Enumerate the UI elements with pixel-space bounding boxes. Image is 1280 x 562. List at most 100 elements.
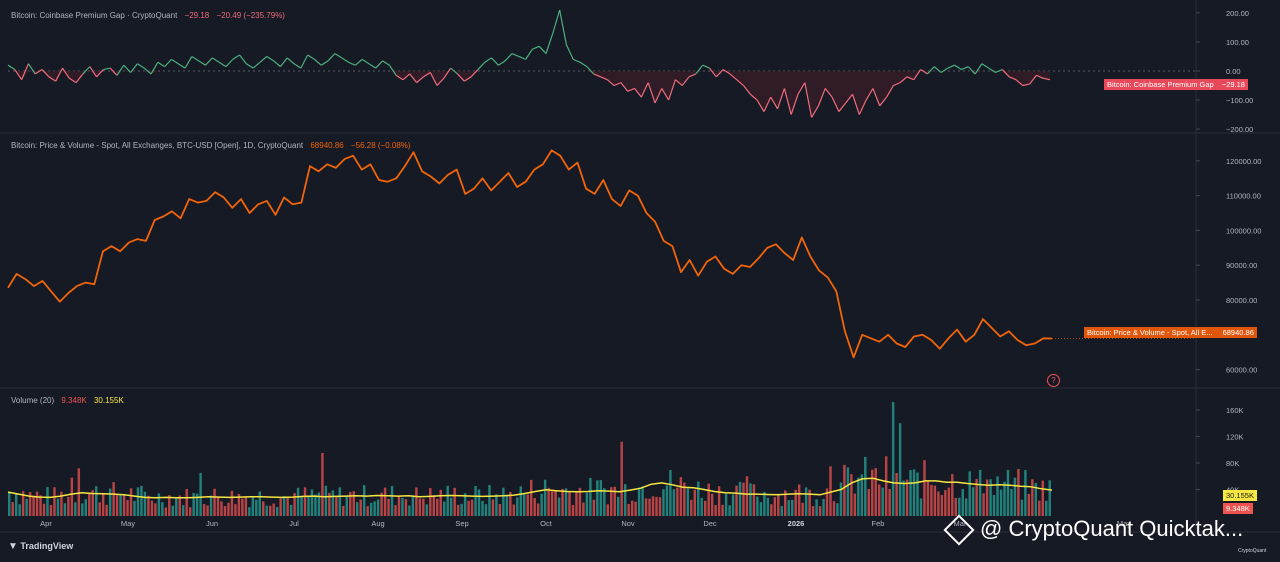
volume-bar (161, 502, 164, 516)
volume-bar (731, 494, 735, 516)
volume-bar (509, 492, 512, 516)
volume-bar (397, 496, 401, 516)
premium-gap-segment (1001, 69, 1010, 78)
price-legend: Bitcoin: Price & Volume - Spot, All Exch… (11, 141, 411, 150)
volume-bar (641, 486, 644, 516)
volume-bar (564, 488, 568, 516)
premium-gap-segment (225, 58, 234, 68)
premium-gap-segment (232, 54, 240, 60)
price-y-tick: 90000.00 (1226, 261, 1257, 270)
volume-bar (98, 502, 101, 516)
premium-gap-segment (988, 67, 996, 73)
volume-bar (188, 507, 192, 516)
premium-gap-segment (559, 9, 568, 45)
volume-bar (857, 477, 860, 516)
volume-bar (968, 471, 971, 516)
volume-bar (644, 498, 648, 516)
volume-bar (157, 493, 161, 516)
premium-gap-segment (947, 64, 955, 69)
premium-gap-y-tick: −200.00 (1226, 125, 1253, 134)
premium-gap-segment (709, 67, 717, 78)
premium-gap-segment (41, 69, 50, 78)
volume-bar (383, 487, 387, 516)
volume-bar (832, 501, 836, 516)
volume-bar (686, 488, 690, 516)
volume-bar (394, 505, 397, 516)
volume-bar (213, 488, 216, 516)
volume-bar (690, 499, 693, 516)
volume-bar (526, 494, 529, 516)
premium-gap-segment (920, 69, 928, 75)
volume-bar (700, 497, 703, 516)
volume-bar (42, 503, 46, 516)
price-legend-title: Bitcoin: Price & Volume - Spot, All Exch… (11, 141, 304, 150)
volume-bar (578, 487, 582, 516)
premium-gap-segment (613, 82, 622, 87)
volume-bar (999, 489, 1003, 516)
volume-bar (18, 504, 21, 516)
premium-gap-segment (681, 76, 690, 86)
volume-bar (356, 502, 359, 516)
volume-bar (582, 502, 585, 516)
volume-bar (818, 506, 822, 516)
premium-gap-segment (722, 69, 731, 75)
volume-bar (1013, 477, 1017, 516)
volume-bar (791, 499, 794, 516)
x-tick-label: Feb (872, 519, 885, 528)
premium-gap-segment (116, 64, 125, 76)
volume-bar (571, 505, 575, 516)
volume-bar (766, 497, 770, 516)
volume-bar (822, 499, 825, 516)
volume-bar (665, 485, 669, 516)
premium-gap-segment (906, 76, 915, 81)
volume-bar (390, 486, 394, 516)
premium-gap-segment (103, 67, 111, 71)
help-icon[interactable]: ? (1047, 374, 1060, 387)
volume-bar (759, 502, 763, 516)
premium-gap-segment (429, 72, 438, 86)
volume-bar (543, 479, 547, 516)
volume-bar (380, 492, 383, 516)
volume-bar (230, 490, 234, 516)
volume-bar (279, 498, 282, 516)
price-y-tick: 100000.00 (1226, 226, 1261, 235)
premium-gap-segment (729, 73, 738, 81)
volume-bar (697, 481, 700, 516)
premium-gap-segment (777, 88, 785, 109)
premium-gap-segment (1029, 74, 1037, 85)
premium-gap-segment (736, 79, 744, 86)
volume-bar (825, 488, 829, 516)
volume-bar (178, 495, 181, 516)
volume-bar (1048, 480, 1051, 516)
volume-bar (446, 485, 449, 516)
volume-bar (436, 498, 439, 516)
volume-bar (683, 482, 686, 516)
premium-gap-segment (1043, 77, 1051, 81)
premium-gap-segment (627, 87, 635, 92)
tradingview-logo[interactable]: ▼ TradingView (8, 541, 73, 552)
volume-bar (70, 477, 74, 516)
volume-bar (234, 504, 237, 516)
volume-bar (21, 491, 25, 516)
premium-gap-segment (307, 54, 315, 60)
volume-bar (784, 490, 787, 516)
volume-bar (136, 487, 140, 516)
premium-gap-segment (416, 76, 424, 84)
volume-bar (265, 505, 268, 516)
volume-bar (192, 493, 195, 516)
premium-gap-segment (82, 66, 91, 75)
volume-bar (989, 479, 992, 516)
volume-bar (735, 485, 738, 516)
premium-gap-segment (341, 57, 349, 63)
x-tick-label: Mar (954, 519, 967, 528)
price-y-tick: 60000.00 (1226, 366, 1257, 375)
volume-bar (122, 495, 126, 516)
volume-bar (655, 496, 658, 516)
volume-bar (547, 487, 550, 516)
premium-gap-segment (913, 69, 922, 81)
premium-gap-segment (279, 57, 288, 68)
volume-bar (1006, 470, 1010, 516)
cryptoquant-diamond-icon (943, 514, 975, 546)
premium-gap-segment (314, 58, 322, 66)
